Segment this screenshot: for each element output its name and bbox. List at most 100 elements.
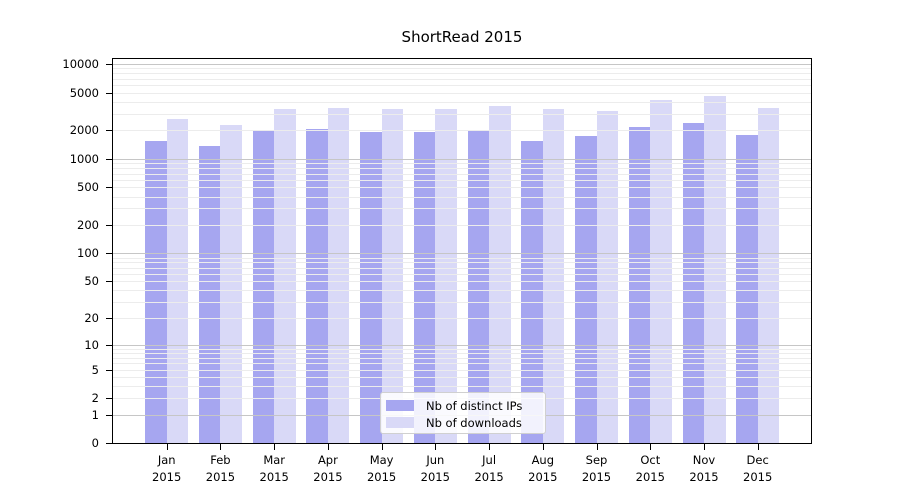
- bar-downloads-aug: [542, 108, 565, 444]
- y-tick-label: 2000: [69, 123, 99, 138]
- bar-ips-dec: [736, 134, 758, 444]
- gridline-minor: [113, 179, 811, 181]
- y-tick: [106, 414, 113, 416]
- x-tick: [274, 444, 276, 450]
- gridline-minor: [113, 363, 811, 365]
- gridline-minor: [113, 68, 811, 70]
- bar-downloads-dec: [757, 107, 780, 444]
- legend-swatch-downloads: [386, 417, 414, 428]
- legend-swatch-distinct-ips: [386, 400, 414, 411]
- gridline-minor: [113, 348, 811, 350]
- legend-item-distinct-ips: Nb of distinct IPs: [386, 397, 539, 414]
- x-tick-label-sep: Sep 2015: [581, 453, 612, 484]
- x-tick-label-dec: Dec 2015: [743, 453, 773, 484]
- gridline-minor: [113, 281, 811, 283]
- y-tick-label: 1000: [69, 151, 99, 166]
- gridline-minor: [113, 225, 811, 226]
- x-tick-label-jan: Jan 2015: [152, 453, 182, 484]
- legend: Nb of distinct IPs Nb of downloads: [380, 392, 546, 434]
- y-tick: [106, 253, 113, 255]
- y-tick: [106, 344, 113, 346]
- bar-ips-feb: [198, 145, 221, 444]
- bar-ips-jun: [413, 132, 436, 444]
- y-tick: [106, 443, 113, 445]
- gridline-minor: [113, 262, 811, 264]
- gridline-minor: [113, 257, 811, 259]
- y-tick-label: 5: [91, 362, 99, 377]
- y-tick-label: 20: [84, 311, 99, 325]
- gridline-minor: [113, 352, 811, 354]
- gridline-minor: [113, 208, 811, 210]
- gridline-minor: [113, 73, 811, 75]
- bar-downloads-sep: [596, 110, 619, 444]
- y-tick: [106, 187, 113, 189]
- legend-label-distinct-ips: Nb of distinct IPs: [426, 398, 523, 413]
- gridline-minor: [113, 369, 811, 371]
- y-tick-label: 10000: [62, 57, 99, 72]
- y-tick: [106, 281, 113, 283]
- y-tick-label: 100: [77, 246, 99, 261]
- x-tick-label-jun: Jun 2015: [420, 453, 450, 484]
- gridline-minor: [113, 92, 811, 94]
- y-tick-label: 10: [84, 337, 99, 352]
- legend-label-downloads: Nb of downloads: [426, 415, 522, 430]
- gridline-minor: [113, 301, 811, 303]
- grid-layer: [113, 59, 811, 443]
- gridline-minor: [113, 357, 811, 359]
- x-tick: [596, 444, 598, 450]
- x-tick: [650, 444, 652, 450]
- gridline-minor: [113, 267, 811, 269]
- gridline-minor: [113, 377, 811, 378]
- y-tick: [106, 158, 113, 160]
- chart-title: ShortRead 2015: [401, 28, 523, 46]
- y-tick: [106, 369, 113, 371]
- gridline-minor: [113, 130, 811, 132]
- gridline-decade: [113, 64, 811, 66]
- x-tick: [704, 444, 705, 450]
- bar-downloads-mar: [274, 109, 296, 444]
- x-tick-label-apr: Apr 2015: [313, 453, 343, 484]
- y-tick: [106, 92, 113, 94]
- gridline-minor: [113, 187, 811, 189]
- bar-downloads-may: [381, 108, 404, 444]
- gridline-minor: [113, 290, 811, 292]
- x-tick-label-feb: Feb 2015: [205, 453, 236, 484]
- bar-downloads-oct: [650, 99, 672, 444]
- bar-ips-mar: [252, 129, 275, 444]
- y-tick: [106, 64, 113, 66]
- gridline-minor: [113, 386, 811, 388]
- bar-ips-aug: [521, 140, 543, 444]
- x-tick-label-oct: Oct 2015: [635, 453, 665, 484]
- x-tick: [757, 444, 759, 450]
- x-tick: [489, 444, 491, 450]
- gridline-minor: [113, 168, 811, 169]
- gridline-decade: [113, 253, 811, 255]
- gridline-decade: [113, 158, 811, 160]
- plot-area: Nb of distinct IPs Nb of downloads: [112, 58, 812, 444]
- gridline-minor: [113, 113, 811, 115]
- bar-ips-sep: [575, 136, 597, 444]
- bar-downloads-jan: [166, 119, 189, 444]
- y-tick-label: 5000: [69, 85, 99, 100]
- gridline-minor: [113, 85, 811, 87]
- x-tick: [381, 444, 383, 450]
- gridline-minor: [113, 274, 811, 276]
- y-tick-label: 200: [77, 218, 99, 232]
- x-tick-label-nov: Nov 2015: [689, 453, 719, 484]
- x-tick-label-jul: Jul 2015: [474, 453, 504, 484]
- bar-ips-apr: [306, 129, 328, 444]
- legend-item-downloads: Nb of downloads: [386, 414, 539, 431]
- y-tick-label: 2: [91, 391, 99, 406]
- gridline-minor: [113, 101, 811, 103]
- x-tick: [220, 444, 222, 450]
- x-tick-label-aug: Aug 2015: [528, 453, 558, 484]
- x-tick-label-may: May 2015: [366, 453, 397, 484]
- bar-ips-jan: [145, 140, 167, 444]
- y-tick-label: 0: [91, 436, 99, 451]
- x-tick: [327, 444, 329, 450]
- y-tick: [106, 318, 113, 319]
- gridline-minor: [113, 163, 811, 165]
- x-tick: [166, 444, 168, 450]
- y-tick-label: 50: [84, 274, 99, 289]
